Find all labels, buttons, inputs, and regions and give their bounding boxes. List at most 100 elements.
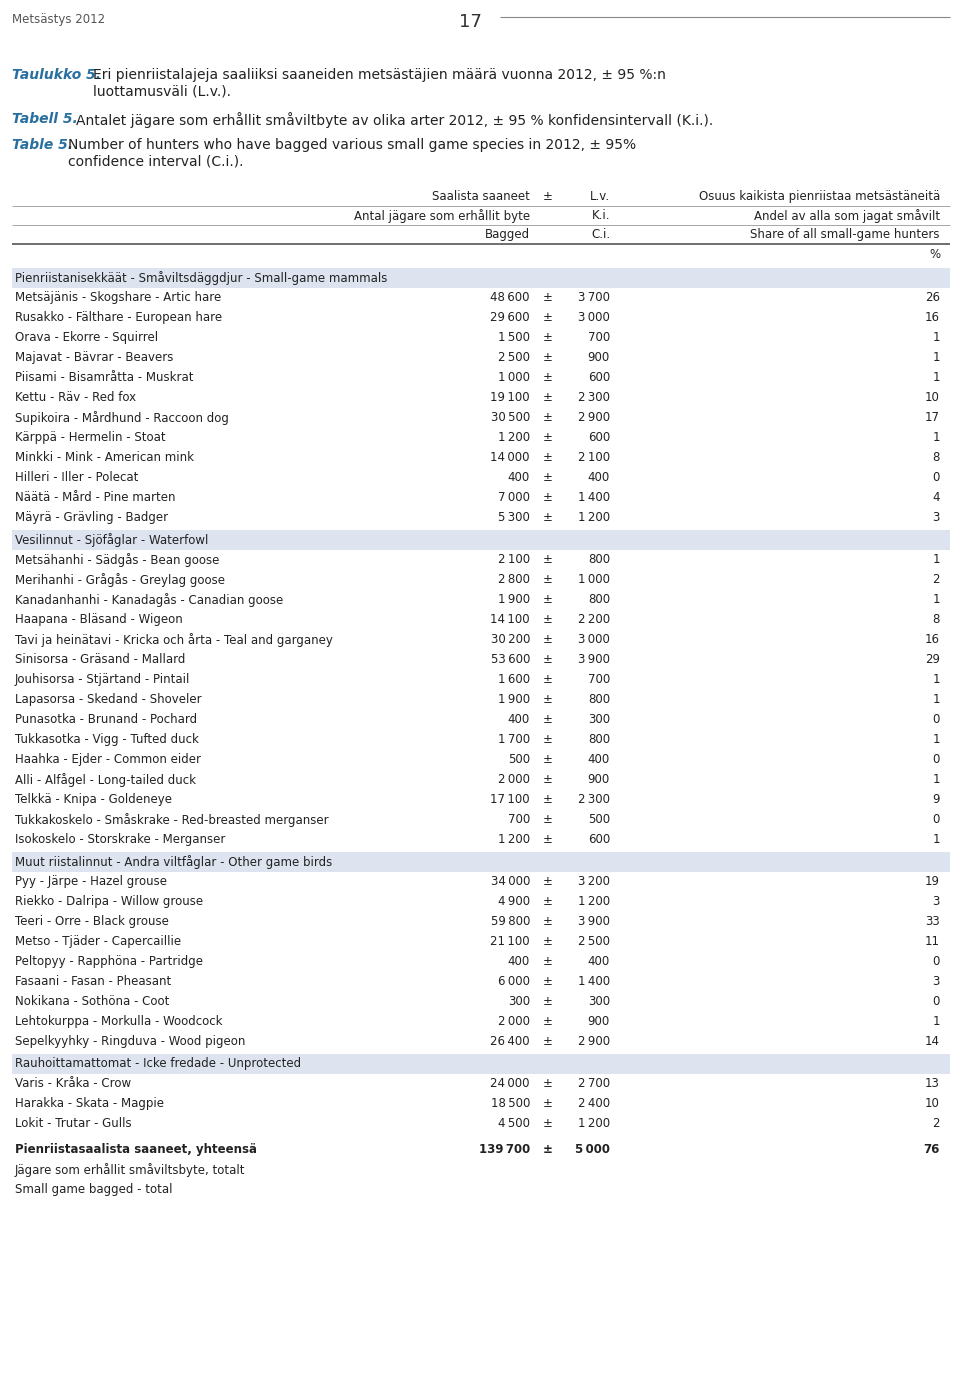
Text: 29 600: 29 600 xyxy=(491,311,530,323)
Text: Pyy - Järpe - Hazel grouse: Pyy - Järpe - Hazel grouse xyxy=(15,874,167,888)
Text: ±: ± xyxy=(543,573,553,586)
Text: 3 900: 3 900 xyxy=(578,652,610,666)
Text: 800: 800 xyxy=(588,693,610,706)
Text: 5 300: 5 300 xyxy=(498,511,530,525)
Text: 0: 0 xyxy=(932,713,940,726)
Text: Tukkasotka - Vigg - Tufted duck: Tukkasotka - Vigg - Tufted duck xyxy=(15,733,199,745)
Text: Lehtokurppa - Morkulla - Woodcock: Lehtokurppa - Morkulla - Woodcock xyxy=(15,1015,223,1029)
Text: ±: ± xyxy=(543,491,553,504)
Text: Näätä - Mård - Pine marten: Näätä - Mård - Pine marten xyxy=(15,491,176,504)
Text: 900: 900 xyxy=(588,1015,610,1029)
Text: L.v.: L.v. xyxy=(589,190,610,203)
Text: 1: 1 xyxy=(932,552,940,566)
Text: 400: 400 xyxy=(508,955,530,967)
Text: ±: ± xyxy=(543,311,553,323)
Text: %: % xyxy=(929,248,940,261)
Text: 4: 4 xyxy=(932,491,940,504)
Text: 3 200: 3 200 xyxy=(578,874,610,888)
Text: ±: ± xyxy=(543,652,553,666)
Text: 76: 76 xyxy=(924,1142,940,1156)
Text: Lokit - Trutar - Gulls: Lokit - Trutar - Gulls xyxy=(15,1117,132,1130)
Text: 1 200: 1 200 xyxy=(578,895,610,908)
Text: Osuus kaikista pienriistaa metsästäneitä: Osuus kaikista pienriistaa metsästäneitä xyxy=(699,190,940,203)
Text: ±: ± xyxy=(543,813,553,826)
Text: ±: ± xyxy=(543,432,553,444)
Text: 1: 1 xyxy=(932,673,940,686)
Text: 1: 1 xyxy=(932,693,940,706)
Text: 2 900: 2 900 xyxy=(578,1035,610,1048)
Text: 7 000: 7 000 xyxy=(498,491,530,504)
Text: 400: 400 xyxy=(588,955,610,967)
Text: 48 600: 48 600 xyxy=(491,291,530,304)
Text: 2: 2 xyxy=(932,573,940,586)
Text: Metsästys 2012: Metsästys 2012 xyxy=(12,12,106,26)
Text: 18 500: 18 500 xyxy=(491,1097,530,1110)
Text: 3: 3 xyxy=(932,974,940,988)
Text: 1 200: 1 200 xyxy=(578,1117,610,1130)
Text: 17 100: 17 100 xyxy=(491,793,530,806)
Text: 30 200: 30 200 xyxy=(491,633,530,645)
Text: Kettu - Räv - Red fox: Kettu - Räv - Red fox xyxy=(15,391,136,404)
Text: ±: ± xyxy=(543,1142,553,1156)
Text: 1 600: 1 600 xyxy=(498,673,530,686)
Text: ±: ± xyxy=(543,371,553,384)
Bar xyxy=(12,852,950,872)
Text: 1 900: 1 900 xyxy=(498,693,530,706)
Text: 33: 33 xyxy=(925,915,940,929)
Text: 0: 0 xyxy=(932,813,940,826)
Text: Andel av alla som jagat småvilt: Andel av alla som jagat småvilt xyxy=(754,210,940,223)
Bar xyxy=(12,268,950,287)
Text: 1: 1 xyxy=(932,773,940,786)
Text: 0: 0 xyxy=(932,471,940,484)
Text: 16: 16 xyxy=(925,311,940,323)
Text: Tavi ja heinätavi - Kricka och årta - Teal and garganey: Tavi ja heinätavi - Kricka och årta - Te… xyxy=(15,633,333,647)
Text: 400: 400 xyxy=(508,471,530,484)
Text: Pienriistanisekkäät - Småviltsdäggdjur - Small-game mammals: Pienriistanisekkäät - Småviltsdäggdjur -… xyxy=(15,271,388,285)
Text: 2 100: 2 100 xyxy=(498,552,530,566)
Text: 19: 19 xyxy=(925,874,940,888)
Text: Haapana - Bläsand - Wigeon: Haapana - Bläsand - Wigeon xyxy=(15,613,182,626)
Text: Hilleri - Iller - Polecat: Hilleri - Iller - Polecat xyxy=(15,471,138,484)
Text: 29: 29 xyxy=(925,652,940,666)
Text: 2 800: 2 800 xyxy=(498,573,530,586)
Text: ±: ± xyxy=(543,936,553,948)
Text: Alli - Alfågel - Long-tailed duck: Alli - Alfågel - Long-tailed duck xyxy=(15,773,196,787)
Text: Kärppä - Hermelin - Stoat: Kärppä - Hermelin - Stoat xyxy=(15,432,166,444)
Text: ±: ± xyxy=(543,613,553,626)
Text: Rauhoittamattomat - Icke fredade - Unprotected: Rauhoittamattomat - Icke fredade - Unpro… xyxy=(15,1058,301,1070)
Text: Tabell 5.: Tabell 5. xyxy=(12,112,78,126)
Text: 2: 2 xyxy=(932,1117,940,1130)
Text: Lapasorsa - Skedand - Shoveler: Lapasorsa - Skedand - Shoveler xyxy=(15,693,202,706)
Text: 11: 11 xyxy=(925,936,940,948)
Text: 1 000: 1 000 xyxy=(578,573,610,586)
Text: Tukkakoskelo - Småskrake - Red-breasted merganser: Tukkakoskelo - Småskrake - Red-breasted … xyxy=(15,813,328,827)
Text: 14: 14 xyxy=(925,1035,940,1048)
Text: Muut riistalinnut - Andra viltfåglar - Other game birds: Muut riistalinnut - Andra viltfåglar - O… xyxy=(15,855,332,869)
Text: 13: 13 xyxy=(925,1077,940,1090)
Text: ±: ± xyxy=(543,874,553,888)
Text: Nokikana - Sothöna - Coot: Nokikana - Sothöna - Coot xyxy=(15,995,169,1008)
Text: 1: 1 xyxy=(932,833,940,847)
Text: 17: 17 xyxy=(925,411,940,423)
Text: 1: 1 xyxy=(932,330,940,344)
Text: 1: 1 xyxy=(932,593,940,607)
Text: 2 200: 2 200 xyxy=(578,613,610,626)
Text: 9: 9 xyxy=(932,793,940,806)
Text: 10: 10 xyxy=(925,1097,940,1110)
Text: 2 900: 2 900 xyxy=(578,411,610,423)
Text: Majavat - Bävrar - Beavers: Majavat - Bävrar - Beavers xyxy=(15,351,174,364)
Text: 600: 600 xyxy=(588,432,610,444)
Text: ±: ± xyxy=(543,1117,553,1130)
Text: Fasaani - Fasan - Pheasant: Fasaani - Fasan - Pheasant xyxy=(15,974,171,988)
Text: ±: ± xyxy=(543,793,553,806)
Text: ±: ± xyxy=(543,673,553,686)
Text: 4 900: 4 900 xyxy=(498,895,530,908)
Text: 1 500: 1 500 xyxy=(498,330,530,344)
Text: Telkkä - Knipa - Goldeneye: Telkkä - Knipa - Goldeneye xyxy=(15,793,172,806)
Text: 30 500: 30 500 xyxy=(491,411,530,423)
Text: ±: ± xyxy=(543,552,553,566)
Text: Table 5.: Table 5. xyxy=(12,137,73,153)
Text: 139 700: 139 700 xyxy=(479,1142,530,1156)
Text: Saalista saaneet: Saalista saaneet xyxy=(432,190,530,203)
Text: Antal jägare som erhållit byte: Antal jägare som erhållit byte xyxy=(354,210,530,223)
